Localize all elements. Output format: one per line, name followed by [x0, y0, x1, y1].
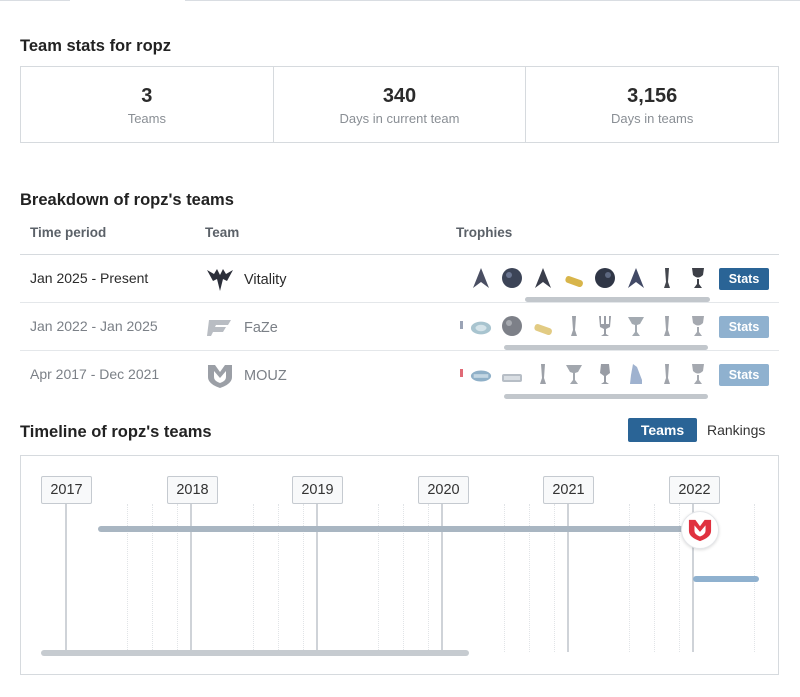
row-period: Jan 2022 - Jan 2025: [30, 318, 158, 334]
vitality-logo: [205, 267, 235, 293]
teams-toggle-button[interactable]: Teams: [628, 418, 697, 442]
trophy-strip[interactable]: [460, 309, 710, 350]
trophy-scrollbar[interactable]: [504, 345, 708, 350]
cup-trophy-icon[interactable]: [687, 361, 709, 385]
crystal-trophy-icon[interactable]: [625, 361, 647, 385]
header-time-period: Time period: [30, 225, 107, 240]
stat-teams: 3 Teams: [21, 67, 273, 142]
orb-trophy-icon[interactable]: [501, 265, 523, 289]
plate-trophy-icon[interactable]: [470, 361, 492, 385]
team-name[interactable]: Vitality: [244, 272, 287, 288]
row-team[interactable]: Vitality: [205, 267, 286, 293]
stats-button[interactable]: Stats: [719, 364, 769, 386]
year-gridline: [190, 504, 192, 652]
chalice-trophy-icon[interactable]: [563, 361, 585, 385]
year-gridline: [567, 504, 569, 652]
timeline-chart: 2017 2018 2019 2020 2021 2022: [20, 455, 779, 675]
year-label: 2018: [167, 476, 218, 504]
timeline-title: Timeline of ropz's teams: [20, 423, 212, 441]
year-gridline: [65, 504, 67, 652]
slim-trophy-icon[interactable]: [656, 313, 678, 337]
breakdown-title: Breakdown of ropz's teams: [20, 191, 234, 209]
table-row: Jan 2025 - Present Vitality Stats: [20, 255, 779, 303]
bar-trophy-icon[interactable]: [501, 361, 523, 385]
blade-trophy-icon[interactable]: [470, 265, 492, 289]
mouz-team-bar[interactable]: [98, 526, 706, 532]
stats-button[interactable]: Stats: [719, 316, 769, 338]
stat-label: Days in teams: [610, 111, 694, 126]
bar-trophy-icon[interactable]: [532, 313, 554, 337]
row-period: Apr 2017 - Dec 2021: [30, 366, 160, 382]
year-label: 2021: [543, 476, 594, 504]
blade-trophy-icon[interactable]: [532, 265, 554, 289]
stat-value: 340: [382, 85, 417, 107]
row-period: Jan 2025 - Present: [30, 270, 149, 286]
row-team[interactable]: FaZe: [205, 315, 278, 341]
header-team: Team: [205, 225, 240, 240]
mouz-logo-badge[interactable]: [681, 511, 719, 549]
plate-trophy-icon[interactable]: [470, 313, 492, 337]
trophy-scrollbar[interactable]: [525, 297, 710, 302]
orb-trophy-icon[interactable]: [501, 313, 523, 337]
cup-trophy-icon[interactable]: [687, 265, 709, 289]
top-tab-border: [0, 0, 800, 4]
slim-trophy-icon[interactable]: [563, 313, 585, 337]
orb-trophy-icon[interactable]: [594, 265, 616, 289]
team-stats-title: Team stats for ropz: [20, 37, 171, 55]
stat-value: 3: [141, 85, 153, 107]
faze-logo: [205, 315, 235, 341]
stats-button[interactable]: Stats: [719, 268, 769, 290]
header-trophies: Trophies: [456, 225, 513, 240]
stat-days-in-teams: 3,156 Days in teams: [525, 67, 778, 142]
team-name[interactable]: MOUZ: [244, 368, 287, 384]
stat-label: Teams: [127, 111, 166, 126]
table-row: Jan 2022 - Jan 2025 FaZe Stats: [20, 303, 779, 351]
trophy-scrollbar[interactable]: [504, 394, 708, 399]
year-label: 2017: [41, 476, 92, 504]
rankings-toggle-button[interactable]: Rankings: [707, 422, 766, 438]
stat-value: 3,156: [627, 85, 678, 107]
fork-trophy-icon[interactable]: [594, 313, 616, 337]
trophy-strip[interactable]: [460, 357, 710, 399]
bar-trophy-icon[interactable]: [563, 265, 585, 289]
blade-trophy-icon[interactable]: [625, 265, 647, 289]
mouz-logo: [205, 363, 235, 389]
cup-trophy-icon[interactable]: [687, 313, 709, 337]
slim-trophy-icon[interactable]: [532, 361, 554, 385]
chalice-trophy-icon[interactable]: [625, 313, 647, 337]
timeline-scrollbar[interactable]: [41, 650, 469, 656]
table-row: Apr 2017 - Dec 2021 MOUZ Stats: [20, 351, 779, 399]
year-gridline: [316, 504, 318, 652]
year-label: 2022: [669, 476, 720, 504]
trophy-strip[interactable]: [460, 261, 710, 302]
faze-team-bar[interactable]: [693, 576, 759, 582]
breakdown-table-header: Time period Team Trophies: [20, 222, 779, 255]
stat-label: Days in current team: [339, 111, 460, 126]
slim-trophy-icon[interactable]: [656, 361, 678, 385]
row-team[interactable]: MOUZ: [205, 363, 287, 389]
team-name[interactable]: FaZe: [244, 320, 278, 336]
stat-days-current-team: 340 Days in current team: [272, 67, 526, 142]
fork-trophy-icon[interactable]: [594, 361, 616, 385]
slim-trophy-icon[interactable]: [656, 265, 678, 289]
year-gridline: [441, 504, 443, 652]
year-label: 2020: [418, 476, 469, 504]
stats-summary-box: 3 Teams 340 Days in current team 3,156 D…: [20, 66, 779, 143]
year-label: 2019: [292, 476, 343, 504]
